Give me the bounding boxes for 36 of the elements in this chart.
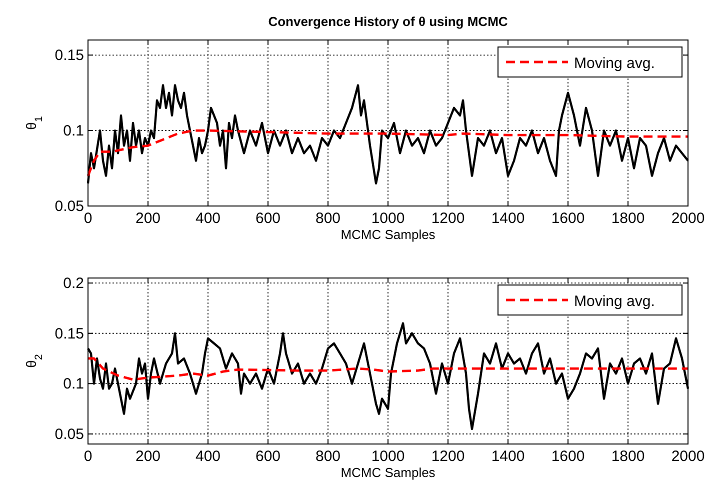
x-tick-label: 1200 — [431, 210, 465, 227]
legend-label: Moving avg. — [574, 55, 655, 72]
x-tick-label: 1800 — [611, 210, 645, 227]
y-tick-label: 0.2 — [63, 275, 84, 292]
x-tick-label: 200 — [135, 448, 161, 465]
y-tick-label: 0.15 — [54, 47, 84, 64]
x-tick-label: 1000 — [371, 210, 405, 227]
x-tick-label: 1200 — [431, 448, 465, 465]
x-tick-label: 400 — [195, 448, 221, 465]
x-axis-title: MCMC Samples — [340, 227, 436, 242]
x-axis-title: MCMC Samples — [340, 465, 436, 480]
x-tick-label: 800 — [315, 210, 341, 227]
x-tick-label: 1800 — [611, 448, 645, 465]
x-tick-label: 2000 — [671, 210, 705, 227]
line-series — [86, 357, 690, 381]
x-tick-label: 200 — [135, 210, 161, 227]
x-tick-label: 1400 — [491, 210, 525, 227]
y-tick-label: 0.15 — [54, 325, 84, 342]
x-tick-label: 0 — [84, 448, 92, 465]
x-tick-label: 400 — [195, 210, 221, 227]
x-tick-label: 600 — [255, 448, 281, 465]
y-tick-label: 0.1 — [63, 122, 84, 140]
y-tick-label: 0.05 — [54, 198, 84, 215]
x-tick-label: 1000 — [371, 448, 405, 465]
y-tick-label: 0.05 — [54, 426, 84, 443]
x-tick-label: 1400 — [491, 448, 525, 465]
x-tick-label: 800 — [315, 448, 341, 465]
y-tick-label: 0.1 — [63, 376, 84, 393]
x-tick-label: 1600 — [551, 210, 585, 227]
legend-label: Moving avg. — [574, 293, 655, 310]
line-series — [86, 129, 690, 178]
x-tick-label: 0 — [84, 210, 92, 227]
x-tick-label: 2000 — [671, 448, 705, 465]
chart-title: Convergence History of θ using MCMC — [268, 14, 508, 29]
x-tick-label: 600 — [255, 210, 281, 227]
x-tick-label: 1600 — [551, 448, 585, 465]
